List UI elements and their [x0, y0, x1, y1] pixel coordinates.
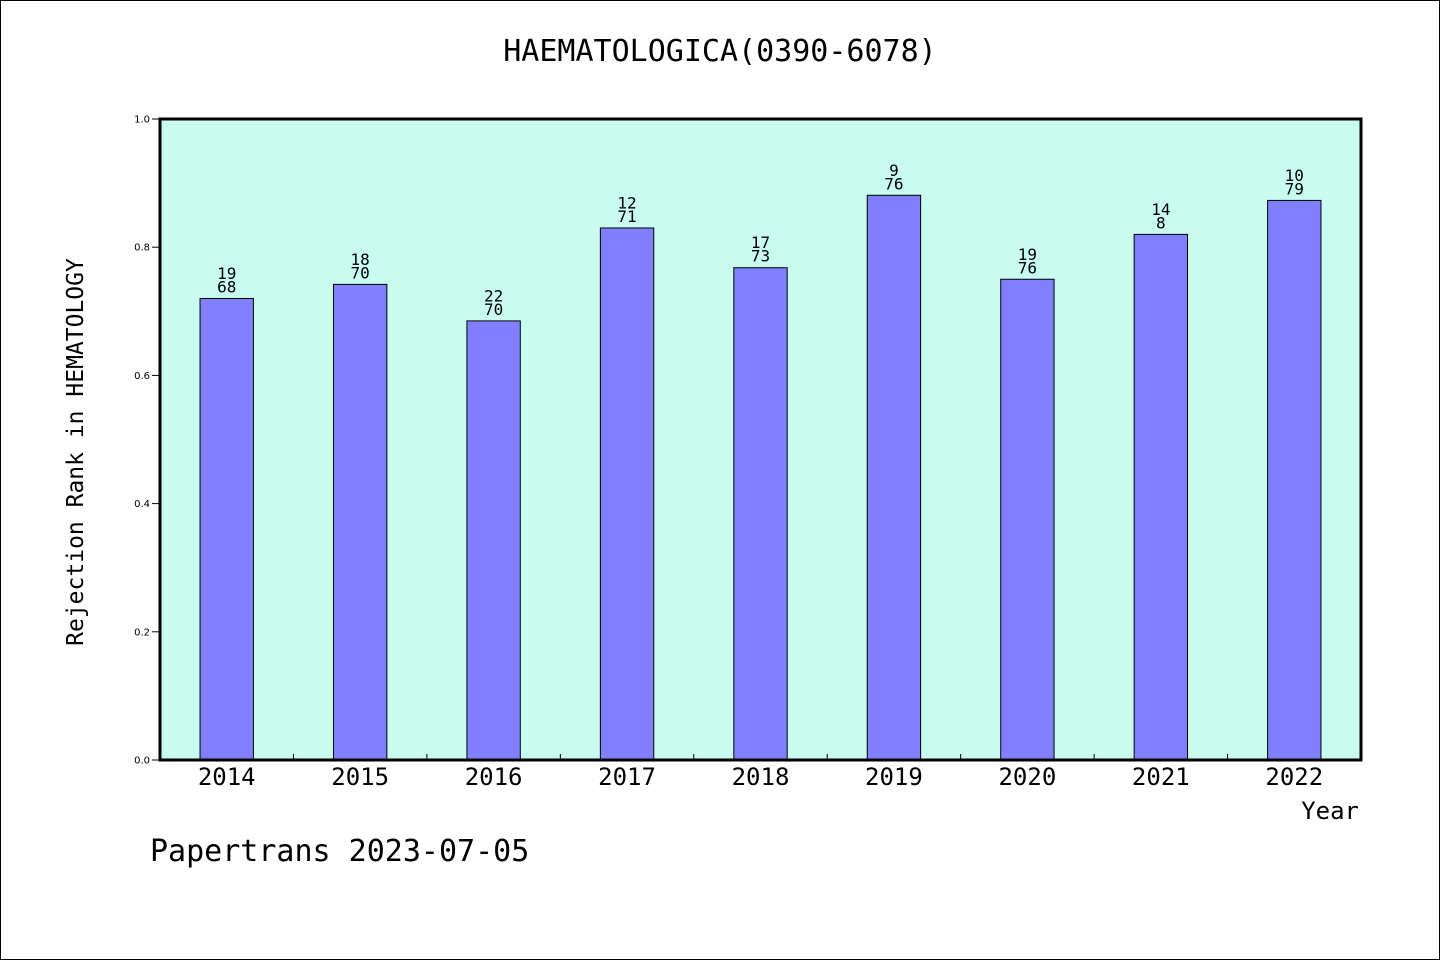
y-tick-label: 0.2 — [134, 627, 150, 638]
bar-data-label: 14 — [1151, 200, 1170, 219]
bar-data-label: 71 — [617, 207, 636, 226]
bar-data-label: 12 — [617, 193, 636, 212]
bar-data-label: 76 — [884, 174, 903, 193]
bar — [1133, 233, 1189, 761]
x-tick-label: 2019 — [865, 763, 923, 791]
bar — [1267, 199, 1322, 761]
footer-watermark: Papertrans 2023-07-05 — [150, 834, 530, 869]
x-axis-label: Year — [1301, 797, 1359, 825]
bar-data-label: 8 — [1156, 213, 1166, 232]
y-tick-label: 0.0 — [134, 756, 150, 767]
bar-data-label: 22 — [484, 286, 503, 305]
bar-data-label: 68 — [217, 277, 236, 296]
bar — [1000, 278, 1055, 761]
plot-frame — [158, 117, 1363, 762]
bar — [733, 267, 788, 761]
bar-data-label: 19 — [217, 264, 236, 283]
bar-data-label: 10 — [1285, 166, 1304, 185]
x-tick-label: 2015 — [331, 763, 389, 791]
chart-title: HAEMATOLOGICA(0390-6078) — [503, 34, 937, 69]
bar-data-label: 79 — [1285, 179, 1304, 198]
bar — [332, 283, 388, 761]
bar-data-label: 76 — [1018, 258, 1037, 277]
x-tick-label: 2016 — [465, 763, 523, 791]
y-tick-label: 0.6 — [134, 371, 150, 382]
x-tick-label: 2021 — [1132, 763, 1190, 791]
x-tick-label: 2017 — [598, 763, 656, 791]
bar-data-label: 70 — [351, 263, 370, 282]
bar — [466, 320, 521, 761]
bar — [599, 227, 655, 761]
y-tick-label: 0.8 — [134, 243, 150, 254]
y-tick-label: 0.4 — [134, 499, 150, 510]
bar-data-label: 19 — [1018, 245, 1037, 264]
bar-data-label: 73 — [751, 247, 770, 266]
bar-data-label: 9 — [889, 161, 899, 180]
x-tick-label: 2022 — [1265, 763, 1323, 791]
bar-data-label: 18 — [351, 250, 370, 269]
y-tick-label: 1.0 — [134, 115, 150, 126]
bar — [199, 297, 254, 761]
bar — [866, 194, 922, 761]
x-tick-label: 2014 — [198, 763, 256, 791]
x-tick-label: 2018 — [732, 763, 790, 791]
bar-data-label: 17 — [751, 233, 770, 252]
bar-data-label: 70 — [484, 300, 503, 319]
x-tick-label: 2020 — [998, 763, 1056, 791]
